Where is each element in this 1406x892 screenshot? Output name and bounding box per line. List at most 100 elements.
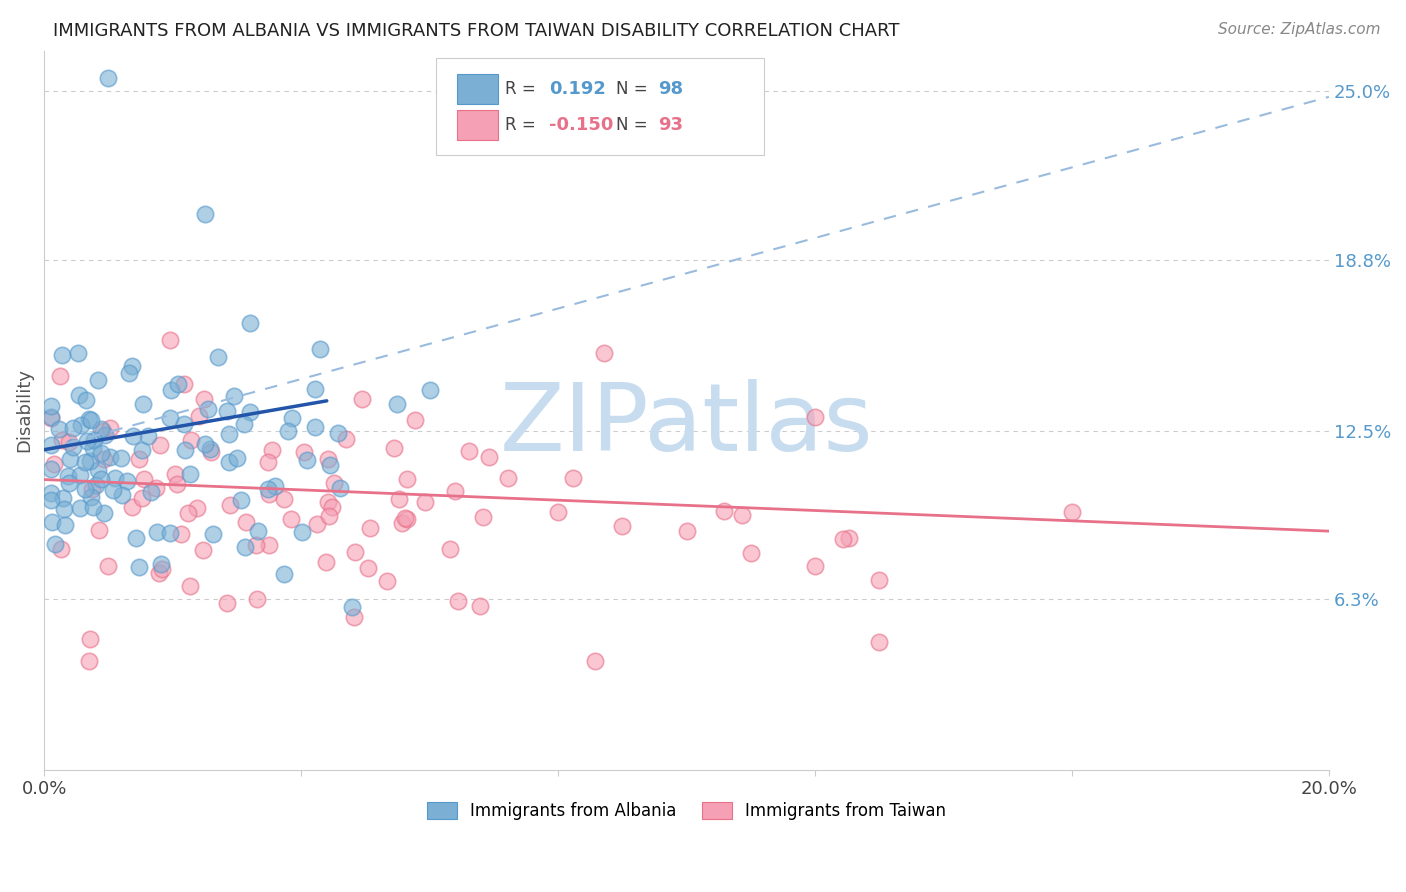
Point: [245, 538, 267, 552]
Point: [159, 333, 181, 347]
Text: R =: R =: [505, 79, 536, 98]
FancyBboxPatch shape: [436, 58, 763, 155]
Point: [458, 444, 481, 458]
Point: [53, 517, 76, 532]
Point: [447, 594, 470, 608]
Point: [246, 524, 269, 538]
Point: [98, 421, 121, 435]
Point: [80, 413, 103, 427]
Point: [173, 376, 195, 391]
Point: [612, 518, 634, 533]
Point: [76, 434, 98, 448]
Point: [256, 482, 278, 496]
Point: [342, 600, 364, 615]
Point: [59, 451, 82, 466]
Point: [86, 373, 108, 387]
Point: [51, 348, 73, 362]
Point: [69, 501, 91, 516]
Point: [561, 471, 583, 485]
Point: [740, 546, 762, 560]
Point: [174, 442, 197, 457]
Point: [193, 543, 215, 558]
Point: [70, 418, 93, 433]
Point: [149, 557, 172, 571]
Point: [66, 346, 89, 360]
Point: [62, 440, 84, 454]
Point: [315, 555, 337, 569]
Point: [118, 366, 141, 380]
Point: [207, 350, 229, 364]
Point: [496, 471, 519, 485]
Point: [439, 541, 461, 556]
Point: [218, 455, 240, 469]
Text: -0.150: -0.150: [548, 116, 613, 134]
Point: [75, 393, 97, 408]
Point: [592, 345, 614, 359]
Point: [121, 428, 143, 442]
Point: [305, 517, 328, 532]
Point: [233, 417, 256, 431]
Point: [90, 473, 112, 487]
Point: [246, 591, 269, 606]
Point: [49, 541, 72, 556]
Point: [131, 491, 153, 505]
Point: [359, 521, 381, 535]
Point: [84, 478, 107, 492]
Point: [200, 444, 222, 458]
Point: [87, 523, 110, 537]
Text: Source: ZipAtlas.com: Source: ZipAtlas.com: [1218, 22, 1381, 37]
Point: [375, 574, 398, 588]
Point: [132, 397, 155, 411]
Point: [94, 428, 117, 442]
Point: [391, 516, 413, 531]
Point: [98, 450, 121, 464]
Point: [281, 411, 304, 425]
Point: [51, 433, 73, 447]
Point: [39, 462, 62, 476]
Point: [41, 515, 63, 529]
Point: [104, 471, 127, 485]
Point: [394, 510, 416, 524]
Point: [343, 545, 366, 559]
Point: [395, 472, 418, 486]
Point: [86, 462, 108, 476]
Point: [868, 634, 890, 648]
Legend: Immigrants from Albania, Immigrants from Taiwan: Immigrants from Albania, Immigrants from…: [420, 795, 953, 826]
Point: [90, 422, 112, 436]
Point: [149, 437, 172, 451]
Point: [404, 412, 426, 426]
Point: [804, 559, 827, 574]
Point: [318, 458, 340, 472]
Point: [159, 526, 181, 541]
Point: [382, 441, 405, 455]
Point: [218, 498, 240, 512]
Y-axis label: Disability: Disability: [15, 368, 32, 452]
Point: [316, 452, 339, 467]
Point: [111, 488, 134, 502]
Point: [804, 410, 827, 425]
Point: [93, 451, 115, 466]
Point: [308, 342, 330, 356]
Point: [297, 453, 319, 467]
Point: [352, 392, 374, 406]
Text: 93: 93: [658, 116, 683, 134]
Point: [477, 450, 499, 464]
Point: [83, 433, 105, 447]
Point: [264, 479, 287, 493]
Point: [139, 484, 162, 499]
Point: [62, 421, 84, 435]
Point: [291, 525, 314, 540]
Point: [222, 389, 245, 403]
Point: [159, 410, 181, 425]
Point: [280, 512, 302, 526]
Point: [832, 532, 855, 546]
Text: R =: R =: [505, 116, 536, 134]
Point: [471, 509, 494, 524]
Point: [193, 392, 215, 406]
Point: [146, 524, 169, 539]
Point: [58, 476, 80, 491]
Point: [292, 445, 315, 459]
Point: [675, 524, 697, 538]
Point: [273, 492, 295, 507]
Point: [335, 432, 357, 446]
